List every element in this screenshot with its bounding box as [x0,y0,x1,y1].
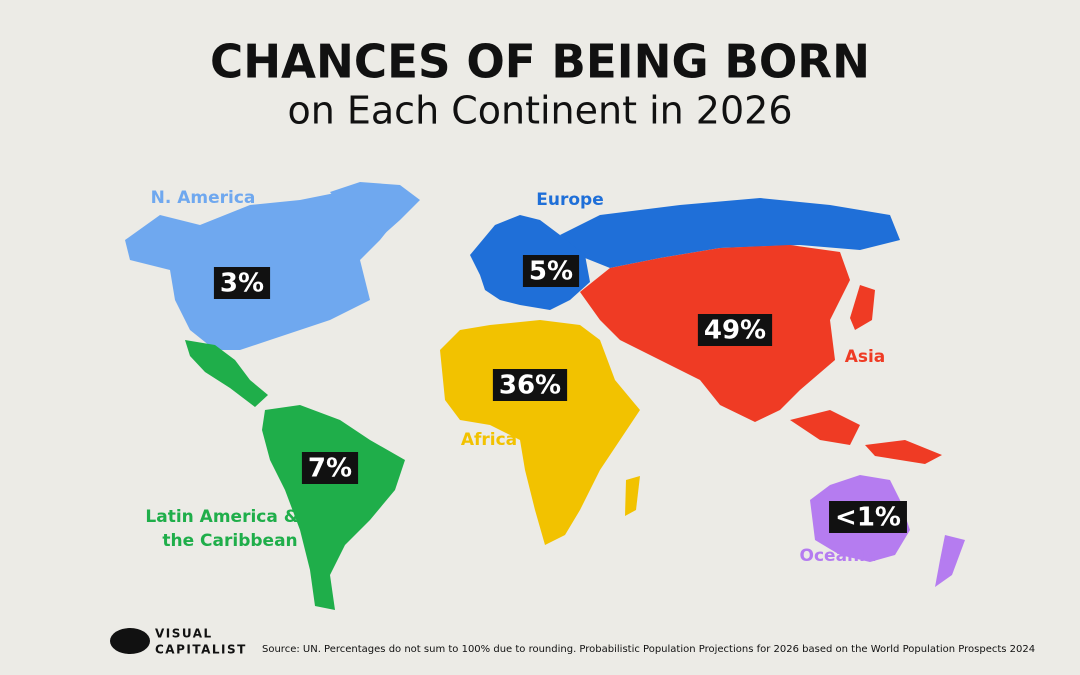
region-name: N. America [151,188,256,208]
share-box [492,369,568,401]
japan [850,285,875,330]
logo-text: CAPITALIST [155,643,247,657]
greenland [330,182,420,236]
share-box [829,501,907,533]
share-label: 36% [499,371,561,401]
region-label: 7% [301,452,359,484]
share-box [301,452,359,484]
region-name: Latin America & [145,507,298,527]
region-name: Africa [461,430,517,450]
share-box [522,255,580,287]
russia [560,198,900,268]
region-name: the Caribbean [162,531,297,551]
logo-icon [110,628,150,654]
share-box [697,314,773,346]
south-america [262,405,405,610]
region-label: 5% [522,255,580,287]
region-label: <1% [829,501,907,533]
region-name: Asia [845,347,886,367]
madagascar [625,476,640,516]
new-zealand [935,535,965,587]
share-label: 49% [704,316,766,346]
title: CHANCES OF BEING BORN [210,35,870,89]
region-label: 3% [213,267,271,299]
africa [440,320,640,545]
southeast-asia-islands [790,410,860,445]
share-box [213,267,271,299]
world-map [125,182,965,610]
share-label: 3% [220,269,264,299]
region-label: 49% [697,314,773,346]
share-label: 5% [529,257,573,287]
new-guinea [865,440,942,464]
region-label: 36% [492,369,568,401]
subtitle: on Each Continent in 2026 [287,89,792,133]
region-name: Oceania [800,546,877,566]
share-label: <1% [835,503,901,533]
logo: VISUAL CAPITALIST [110,627,247,657]
share-label: 7% [308,454,352,484]
region-name: Europe [536,190,603,210]
logo-text: VISUAL [155,627,213,641]
source: Source: UN. Percentages do not sum to 10… [262,644,1035,655]
central-america [185,340,268,407]
